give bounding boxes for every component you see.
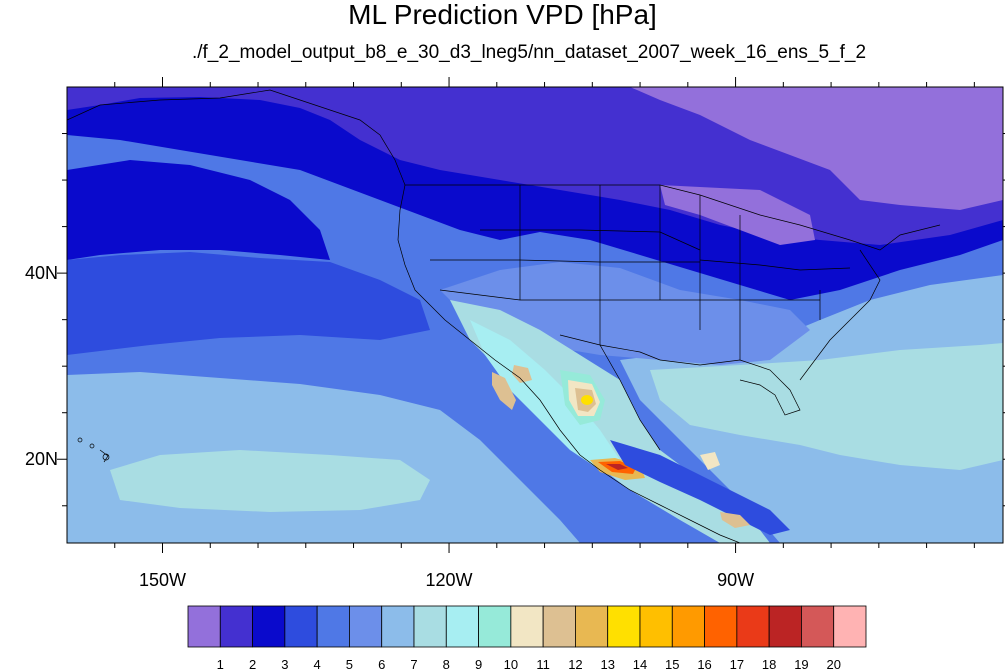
colorbar-swatch <box>510 605 544 648</box>
contour-band-11-central-america <box>700 452 720 470</box>
colorbar-label: 12 <box>568 657 582 672</box>
contour-band-3-pacific <box>67 160 330 260</box>
colorbar-swatch <box>607 605 641 648</box>
colorbar-swatch <box>316 605 350 648</box>
colorbar: 1 2 3 4 5 6 7 8 9 10 11 12 13 14 15 16 17 18 19 20 <box>187 605 867 672</box>
lon-tick-label: 120W <box>426 570 473 590</box>
colorbar-label: 19 <box>794 657 808 672</box>
colorbar-label: 15 <box>665 657 679 672</box>
contour-fields <box>67 87 1003 543</box>
contour-band-4-pacific <box>67 252 430 355</box>
contour-band-11-baja <box>492 372 516 410</box>
contour-band-12-central-america <box>720 512 750 528</box>
colorbar-label: 11 <box>536 657 550 672</box>
colorbar-label: 8 <box>443 657 450 672</box>
map-title: ML Prediction VPD [hPa] <box>348 0 657 30</box>
colorbar-swatch <box>833 605 867 648</box>
colorbar-swatch <box>187 605 221 648</box>
coastlines <box>67 89 941 543</box>
colorbar-swatch <box>639 605 673 648</box>
colorbar-swatch <box>671 605 705 648</box>
colorbar-swatch <box>413 605 447 648</box>
colorbar-swatch <box>381 605 415 648</box>
colorbar-swatch <box>736 605 770 648</box>
colorbar-swatch <box>252 605 286 648</box>
colorbar-label: 7 <box>410 657 417 672</box>
colorbar-label: 3 <box>281 657 288 672</box>
contour-band-11-sonora <box>512 365 532 383</box>
colorbar-label: 9 <box>475 657 482 672</box>
colorbar-label: 10 <box>504 657 518 672</box>
colorbar-swatch <box>575 605 609 648</box>
colorbar-swatch <box>801 605 835 648</box>
axis-ticks: 150W 120W 90W 40N 20N <box>25 77 1005 590</box>
contour-band-7-caribbean <box>650 343 1003 470</box>
contour-band-19-south-mexico <box>606 464 628 470</box>
colorbar-label: 16 <box>697 657 711 672</box>
colorbar-swatch <box>768 605 802 648</box>
colorbar-swatch <box>542 605 576 648</box>
colorbar-swatch <box>704 605 738 648</box>
lat-tick-label: 40N <box>25 263 58 283</box>
colorbar-swatch <box>349 605 383 648</box>
colorbar-label: 14 <box>633 657 647 672</box>
colorbar-label: 2 <box>249 657 256 672</box>
lon-tick-label: 90W <box>717 570 754 590</box>
contour-band-7-pacific <box>110 450 430 512</box>
colorbar-label: 18 <box>762 657 776 672</box>
colorbar-label: 13 <box>600 657 614 672</box>
contour-band-14-mexico <box>581 395 593 405</box>
map-subtitle: ./f_2_model_output_b8_e_30_d3_lneg5/nn_d… <box>191 42 867 63</box>
plot-frame <box>66 86 1004 544</box>
contour-band-8-mexico <box>470 320 620 470</box>
colorbar-swatch <box>478 605 512 648</box>
colorbar-label: 6 <box>378 657 385 672</box>
contour-band-1-central <box>660 185 815 245</box>
lon-tick-label: 150W <box>139 570 186 590</box>
lat-tick-label: 20N <box>25 449 58 469</box>
colorbar-swatch <box>219 605 253 648</box>
colorbar-label: 5 <box>346 657 353 672</box>
colorbar-swatch <box>284 605 318 648</box>
colorbar-label: 20 <box>826 657 840 672</box>
contour-band-3-central-america <box>610 440 790 535</box>
colorbar-label: 1 <box>217 657 224 672</box>
colorbar-label: 17 <box>730 657 744 672</box>
colorbar-label: 4 <box>314 657 321 672</box>
contour-band-1-north <box>630 87 1003 210</box>
colorbar-swatch <box>445 605 479 648</box>
